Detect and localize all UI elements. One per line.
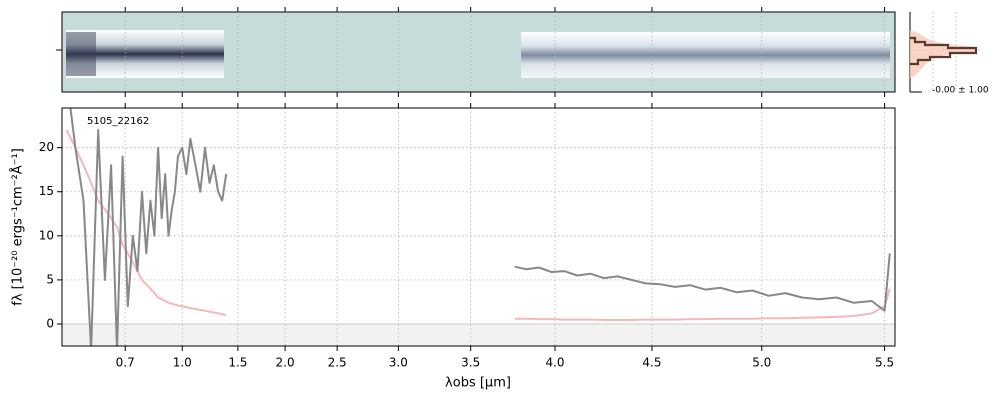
series-line: [69, 108, 891, 346]
profile-label: -0.00 ± 1.00: [932, 86, 989, 96]
profile-band: [910, 30, 975, 78]
x-tick-label: 5.5: [875, 356, 894, 370]
spectrum-2d-strip: [521, 32, 890, 78]
y-tick-label: 10: [39, 228, 54, 242]
y-tick-label: 15: [39, 184, 54, 198]
x-tick-label: 4.5: [642, 356, 661, 370]
x-tick-label: 1.0: [173, 356, 192, 370]
plot-layer: [62, 108, 895, 346]
zero-band: [62, 323, 895, 346]
y-tick-label: 0: [46, 316, 54, 330]
annotation: 5105_22162: [87, 116, 149, 127]
profile-line: [910, 36, 978, 66]
plot-frame: [61, 107, 896, 347]
y-axis-label: fλ [10⁻²⁰ ergs⁻¹cm⁻²Å⁻¹]: [10, 148, 26, 306]
x-tick-label: 4.0: [545, 356, 564, 370]
x-axis-label: λobs [μm]: [445, 376, 511, 391]
x-tick-label: 2.0: [276, 356, 295, 370]
plot-area: [62, 108, 895, 346]
x-tick-label: 3.0: [389, 356, 408, 370]
x-tick-label: 1.5: [228, 356, 247, 370]
spectrum-2d-noise: [66, 32, 96, 76]
x-tick-label: 5.0: [752, 356, 771, 370]
x-tick-label: 3.5: [461, 356, 480, 370]
y-tick-label: 5: [46, 272, 54, 286]
y-tick-label: 20: [39, 140, 54, 154]
x-tick-label: 2.5: [328, 356, 347, 370]
x-tick-label: 0.7: [116, 356, 135, 370]
